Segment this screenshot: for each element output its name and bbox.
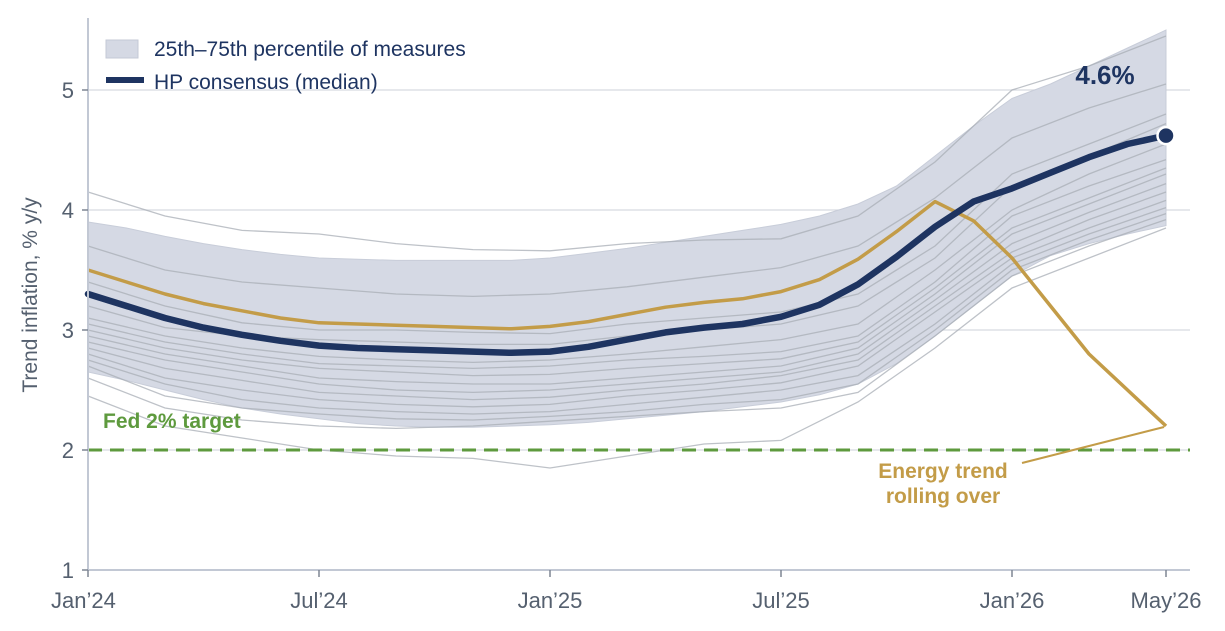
median-line [84,132,1170,357]
y-tick-label-3: 3 [62,318,74,343]
tick-labels: 1 2 3 4 5 Jan’24 Jul’24 Jan’25 Jul’25 Jan’26 May’2… [51,78,1201,613]
fed-target-label: Fed 2% target [103,410,241,433]
measure-line-14 [87,218,1167,430]
measure-line-13 [87,212,1167,421]
legend-swatch-band [105,39,139,59]
series-layer [84,125,1176,428]
x-tick-label-0: Jan’24 [51,588,116,613]
measure-line-10 [87,191,1167,401]
y-tick-label-1: 1 [62,558,74,583]
x-tick-label-24: Jan’26 [980,588,1045,613]
measure-line-12 [87,206,1167,415]
legend-label-median: HP consensus (median) [154,71,378,94]
measure-line-11 [87,199,1167,408]
energy-annotation-line2: rolling over [886,485,1000,508]
measure-line-1 [87,35,1167,252]
median-end-point [1156,125,1176,146]
axes [87,18,1190,571]
percentile-band-layer [87,29,1167,428]
legend-swatch-median [106,77,144,83]
energy-annotation: Energy trend rolling over [878,426,1165,508]
measure-line-2 [87,83,1167,298]
x-tick-label-18: Jul’25 [752,588,809,613]
measure-line-8 [87,173,1167,385]
measure-lines-layer [87,35,1167,469]
end-value-label: 4.6% [1075,60,1134,90]
energy-trend-line [87,199,1168,428]
percentile-band [87,29,1167,428]
y-tick-label-2: 2 [62,438,74,463]
y-tick-label-5: 5 [62,78,74,103]
measure-line-5 [87,143,1167,364]
measure-line-6 [87,158,1167,370]
measure-line-15 [87,227,1167,469]
energy-annotation-line1: Energy trend [878,460,1008,483]
x-tick-label-6: Jul’24 [290,588,347,613]
x-tick-label-28: May’26 [1131,588,1202,613]
measure-line-7 [87,167,1167,377]
y-tick-label-4: 4 [62,198,74,223]
legend-label-band: 25th–75th percentile of measures [154,38,466,61]
x-tick-label-12: Jan’25 [518,588,583,613]
energy-annotation-arrow [1021,426,1165,464]
legend: 25th–75th percentile of measures HP cons… [105,38,466,94]
y-axis-label: Trend inflation, % y/y [19,197,42,393]
measure-line-9 [87,182,1167,394]
